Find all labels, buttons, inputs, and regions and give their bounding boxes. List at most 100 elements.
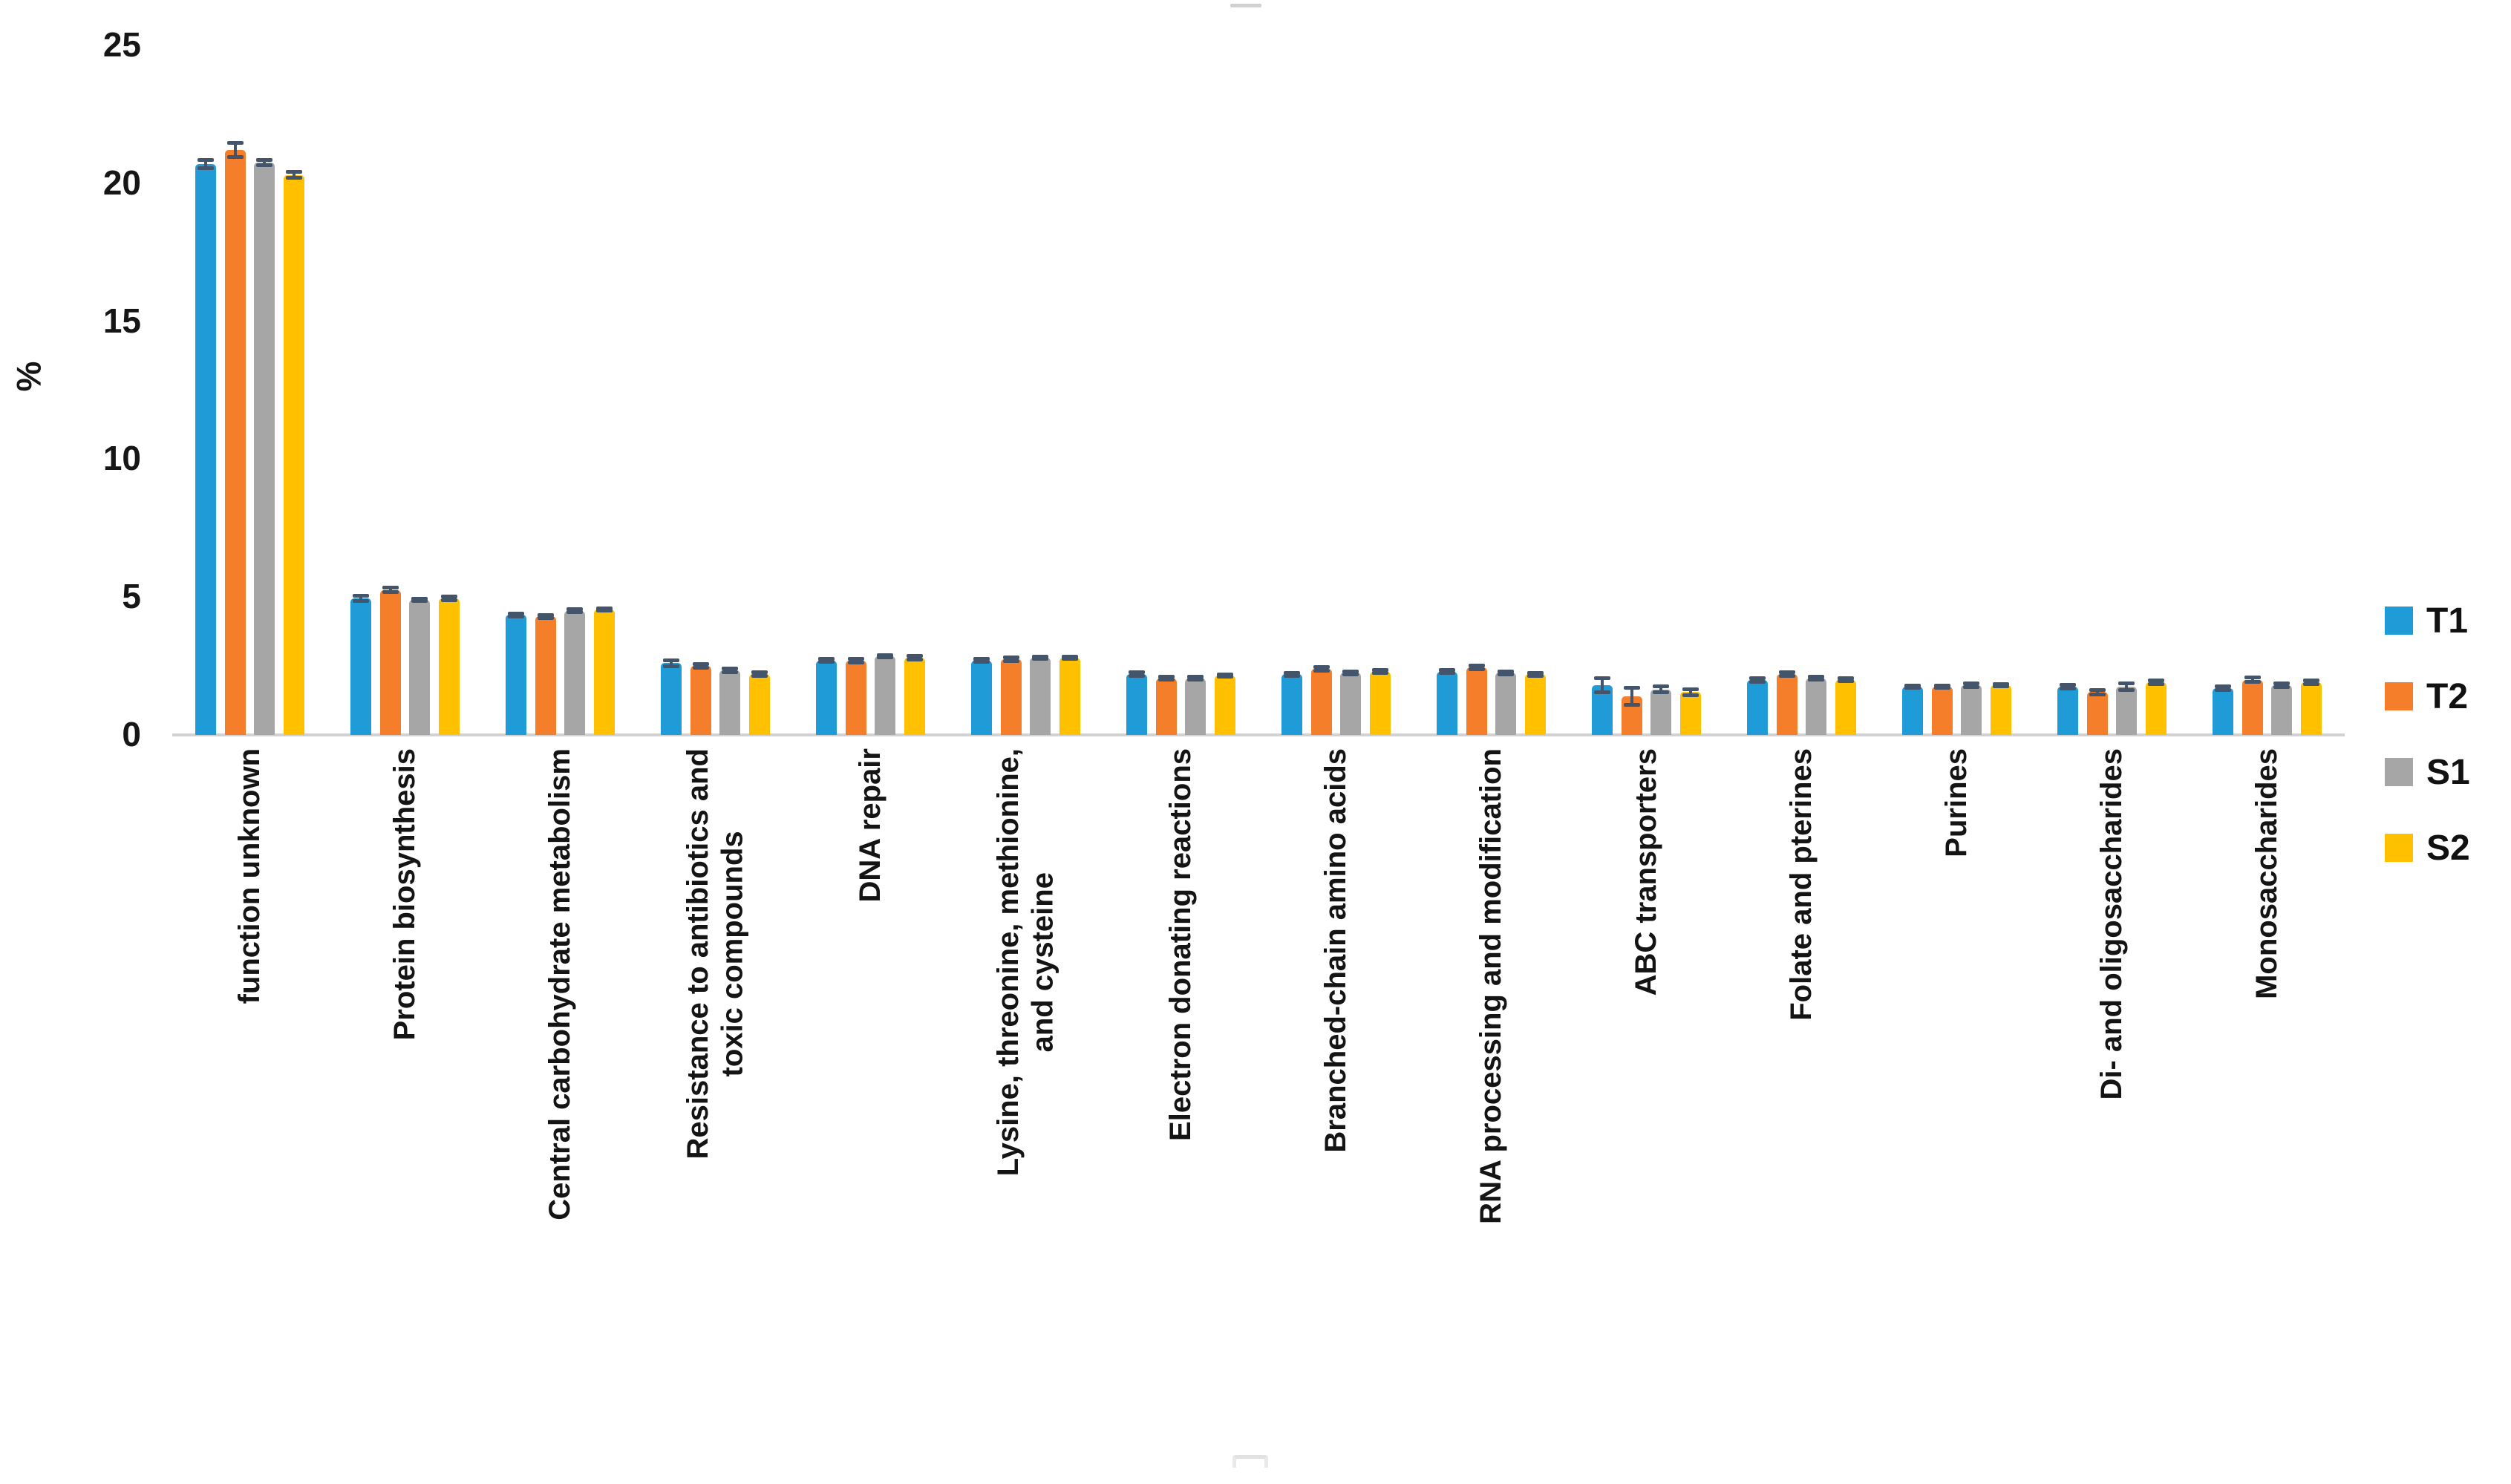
error-bar xyxy=(233,143,237,157)
y-tick-label: 20 xyxy=(102,163,141,202)
x-axis-label: Folate and pterines xyxy=(1785,748,1818,1021)
bar-s2-cat7 xyxy=(1214,676,1235,735)
error-bar xyxy=(1659,686,1663,693)
error-bar-cap xyxy=(440,598,457,603)
bar-t1-cat7 xyxy=(1126,674,1148,735)
bar-t2-cat11 xyxy=(1776,674,1797,735)
bar-s2-cat9 xyxy=(1524,674,1546,735)
error-bar-cap xyxy=(1439,668,1456,673)
bar-t1-cat5 xyxy=(816,660,837,735)
bar-s2-cat8 xyxy=(1369,671,1391,735)
bar-t2-cat6 xyxy=(1000,658,1022,735)
error-bar xyxy=(670,660,673,667)
error-bar-cap xyxy=(906,654,923,658)
error-bar-cap xyxy=(1749,679,1766,684)
error-bar-cap xyxy=(2060,682,2077,687)
bar-t2-cat2 xyxy=(379,589,401,735)
error-bar-cap xyxy=(1904,683,1921,687)
y-tick-label: 10 xyxy=(102,439,141,478)
error-bar-cap xyxy=(722,666,739,670)
error-bar xyxy=(2125,683,2129,690)
legend-label: T1 xyxy=(2426,601,2469,641)
error-bar-cap xyxy=(692,666,709,670)
error-bar-cap xyxy=(877,653,894,657)
error-bar-cap xyxy=(1284,673,1301,678)
bar-t1-cat11 xyxy=(1747,679,1769,735)
error-bar-cap xyxy=(411,596,428,601)
error-bar-cap xyxy=(2089,692,2106,696)
bar-t1-cat12 xyxy=(1902,686,1924,735)
legend-swatch-s1 xyxy=(2385,758,2413,786)
error-bar-cap xyxy=(1313,668,1330,673)
error-bar-cap xyxy=(1594,676,1611,681)
x-axis-label-wrap: Protein biosynthesis xyxy=(327,748,483,1472)
bar-s2-cat4 xyxy=(748,674,770,735)
bar-s1-cat7 xyxy=(1185,678,1206,735)
error-bar-cap xyxy=(508,614,525,618)
error-bar-cap xyxy=(1061,657,1078,661)
error-bar-cap xyxy=(2089,688,2106,693)
x-axis-label: Resistance to antibiotics and toxic comp… xyxy=(682,748,749,1160)
error-bar-cap xyxy=(1061,654,1078,658)
error-bar-cap xyxy=(1749,676,1766,680)
bar-s2-cat1 xyxy=(283,174,304,735)
bar-s2-cat13 xyxy=(2145,682,2166,735)
legend: T1 T2 S1 S2 xyxy=(2385,583,2470,886)
error-bar-cap xyxy=(1032,657,1049,661)
y-tick-label: 0 xyxy=(122,714,141,754)
x-axis-label-wrap: Folate and pterines xyxy=(1724,748,1879,1472)
error-bar xyxy=(292,171,295,178)
error-bar xyxy=(388,587,392,592)
x-axis-label: ABC transporters xyxy=(1630,748,1663,996)
selection-handle-top xyxy=(1230,4,1261,7)
error-bar-cap xyxy=(382,586,399,590)
bar-t1-cat8 xyxy=(1281,674,1303,735)
error-bar xyxy=(2154,680,2158,684)
error-bar-cap xyxy=(2147,682,2164,687)
y-axis-title: % xyxy=(9,361,48,392)
x-axis-label-wrap: Resistance to antibiotics and toxic comp… xyxy=(638,748,793,1472)
error-bar xyxy=(1756,678,1760,682)
error-bar-cap xyxy=(537,615,554,620)
x-axis-label-wrap: Electron donating reactions xyxy=(1103,748,1258,1472)
legend-label: T2 xyxy=(2426,676,2469,716)
x-axis-label-wrap: Monosaccharides xyxy=(2190,748,2345,1472)
error-bar-cap xyxy=(1371,670,1388,675)
bar-t2-cat9 xyxy=(1466,667,1487,735)
error-bar-cap xyxy=(1904,686,1921,690)
error-bar-cap xyxy=(2060,687,2077,691)
error-bar-cap xyxy=(285,175,302,180)
x-axis-label: DNA repair xyxy=(854,748,887,903)
bar-t1-cat1 xyxy=(195,163,217,735)
legend-item-t2: T2 xyxy=(2385,658,2470,734)
legend-swatch-s2 xyxy=(2385,834,2413,862)
error-bar-cap xyxy=(2147,679,2164,683)
error-bar-cap xyxy=(1187,675,1204,679)
error-bar-cap xyxy=(256,157,273,162)
x-axis-label-wrap: ABC transporters xyxy=(1569,748,1724,1472)
error-bar-cap xyxy=(595,609,613,613)
error-bar-cap xyxy=(537,612,554,617)
error-bar-cap xyxy=(197,157,215,162)
error-bar-cap xyxy=(411,599,428,604)
error-bar-cap xyxy=(382,590,399,595)
bar-s1-cat13 xyxy=(2116,686,2138,735)
error-bar xyxy=(757,672,761,676)
error-bar-cap xyxy=(1216,675,1233,679)
bar-t2-cat14 xyxy=(2241,679,2263,735)
error-bar-cap xyxy=(2215,684,2232,688)
error-bar-cap xyxy=(2273,685,2290,690)
bar-s2-cat5 xyxy=(904,657,925,735)
y-tick-label: 25 xyxy=(102,24,141,64)
error-bar-cap xyxy=(1157,678,1175,682)
error-bar-cap xyxy=(2244,676,2261,680)
bar-s1-cat11 xyxy=(1806,678,1827,735)
y-tick-label: 15 xyxy=(102,301,141,340)
bar-s1-cat2 xyxy=(409,599,431,735)
bar-t1-cat13 xyxy=(2057,686,2079,735)
error-bar-cap xyxy=(973,660,990,664)
bar-s1-cat4 xyxy=(719,670,741,735)
x-axis-label: Di- and oligosaccharides xyxy=(2095,748,2129,1100)
error-bar-cap xyxy=(1439,670,1456,675)
error-bar-cap xyxy=(1342,672,1359,676)
